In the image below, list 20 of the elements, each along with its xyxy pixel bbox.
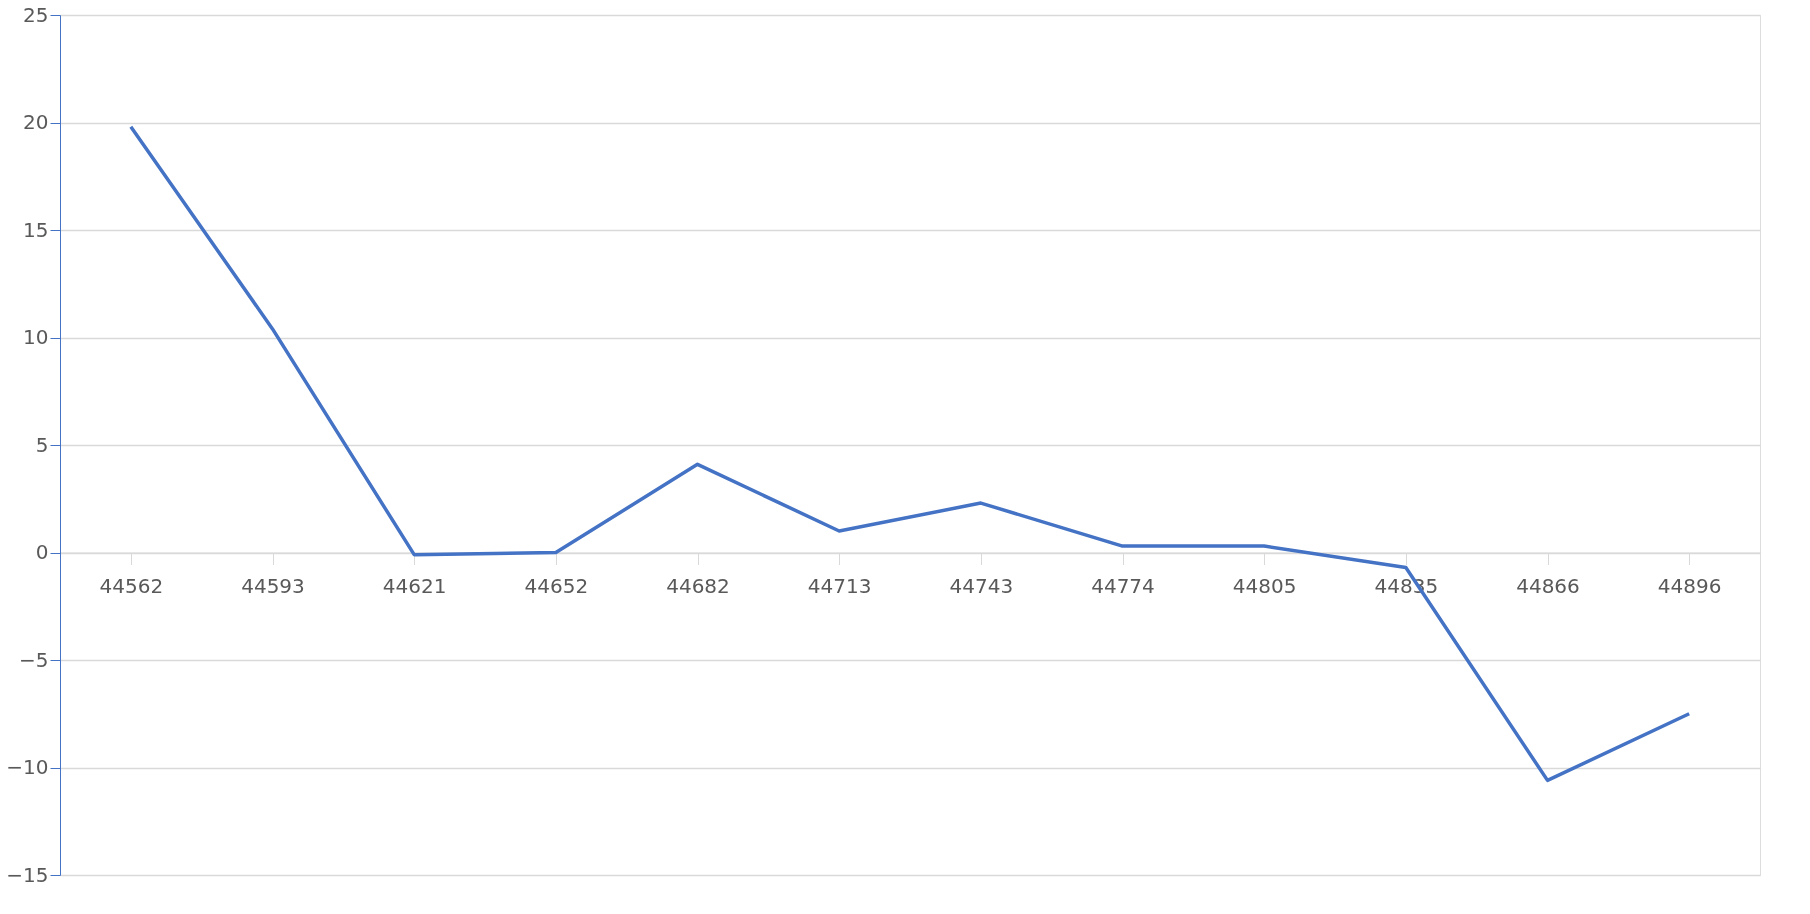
x-tick-label: 44866 (1516, 574, 1580, 598)
x-tick-label: 44713 (807, 574, 872, 598)
x-tick-label: 44682 (666, 574, 730, 598)
y-tick-label: −15 (6, 862, 49, 887)
x-tick-label: 44805 (1232, 574, 1297, 598)
y-tick-label: 5 (35, 432, 49, 457)
x-tick-label: 44562 (99, 574, 164, 598)
x-tick-label: 44774 (1091, 574, 1155, 598)
y-tick-label: −5 (19, 647, 49, 672)
y-tick-label: 15 (23, 217, 49, 242)
x-tick-label: 44743 (949, 574, 1014, 598)
y-tick-label: −10 (6, 755, 49, 779)
x-tick-label: 44896 (1657, 574, 1722, 598)
y-tick-label: 10 (23, 325, 49, 349)
y-tick-label: 20 (23, 110, 49, 134)
y-tick-label: 0 (35, 540, 49, 564)
x-tick-label: 44621 (382, 574, 447, 598)
x-tick-label: 44652 (524, 574, 589, 598)
y-tick-label: 25 (23, 2, 49, 27)
x-tick-label: 44593 (241, 574, 305, 598)
